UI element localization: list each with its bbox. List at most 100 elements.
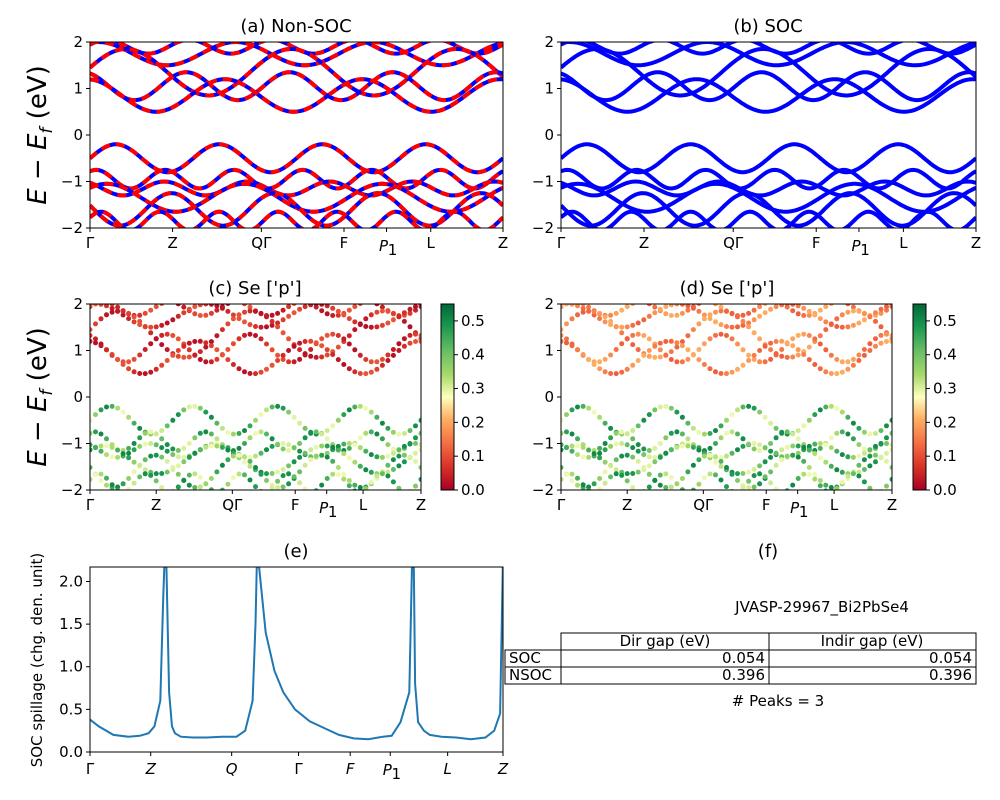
projection-point: [828, 435, 834, 441]
projection-point: [713, 309, 718, 315]
projection-point: [690, 305, 696, 311]
projection-point: [275, 358, 281, 363]
projection-point: [707, 445, 713, 451]
projection-point: [564, 340, 569, 346]
projection-point: [90, 304, 93, 308]
projection-point: [740, 485, 746, 490]
projection-point: [363, 324, 369, 329]
projection-point: [330, 458, 336, 464]
projection-point: [652, 459, 658, 465]
projection-point: [148, 324, 154, 330]
x-tick-label: Z: [416, 496, 426, 514]
projection-point: [346, 366, 352, 372]
projection-point: [297, 340, 303, 346]
projection-point: [192, 339, 198, 344]
projection-point: [718, 458, 724, 464]
projection-point: [850, 304, 856, 310]
x-tick-label: L: [830, 496, 839, 514]
projection-point: [635, 320, 641, 326]
projection-point: [142, 310, 148, 316]
y-tick-label: 2: [73, 295, 83, 313]
projection-point: [713, 428, 718, 434]
projection-point: [264, 341, 269, 347]
projection-point: [724, 465, 729, 470]
projection-point: [264, 324, 269, 330]
projection-point: [352, 459, 358, 465]
projection-point: [668, 313, 674, 318]
projection-point: [275, 352, 281, 358]
projection-point: [569, 316, 575, 322]
projection-point: [253, 417, 258, 423]
projection-point: [308, 338, 314, 344]
projection-point: [707, 471, 713, 477]
x-tick-label: P: [851, 237, 861, 255]
projection-point: [624, 471, 630, 477]
y-tick-label: 1: [544, 80, 554, 98]
projection-point: [828, 352, 834, 358]
projection-point: [324, 304, 330, 309]
projection-point: [401, 318, 407, 324]
projection-point: [153, 336, 159, 342]
projection-point: [768, 347, 774, 353]
projection-point: [324, 332, 330, 338]
projection-point: [98, 448, 104, 454]
projection-point: [801, 458, 807, 464]
projection-point: [884, 458, 889, 464]
projection-point: [779, 430, 785, 436]
projection-point: [635, 448, 641, 454]
projection-point: [561, 465, 564, 470]
projection-point: [674, 429, 680, 435]
projection-point: [696, 447, 702, 453]
projection-point: [878, 324, 884, 330]
projection-point: [746, 320, 752, 326]
projection-point: [126, 445, 132, 451]
projection-point: [175, 336, 181, 342]
projection-point: [374, 324, 380, 330]
projection-point: [619, 369, 625, 375]
projection-point: [561, 338, 564, 344]
projection-point: [878, 441, 884, 447]
projection-point: [784, 340, 790, 346]
projection-point: [735, 431, 740, 437]
projection-point: [718, 322, 724, 328]
projection-point: [230, 475, 236, 481]
projection-point: [264, 366, 269, 372]
projection-point: [225, 429, 231, 435]
colorbar-tick-label: 0.0: [461, 481, 485, 499]
projection-point: [247, 308, 253, 314]
projection-point: [806, 472, 812, 477]
projection-point: [308, 430, 314, 436]
header-indir-gap: Indir gap (eV): [821, 632, 924, 650]
projection-point: [878, 454, 884, 460]
projection-point: [635, 358, 641, 363]
projection-point: [729, 412, 735, 418]
projection-point: [746, 441, 752, 447]
projection-point: [713, 459, 718, 465]
projection-point: [269, 443, 275, 449]
projection-point: [701, 453, 707, 459]
projection-point: [109, 309, 115, 315]
projection-point: [613, 467, 619, 473]
projection-point: [768, 469, 774, 475]
projection-point: [790, 304, 796, 307]
projection-point: [746, 310, 752, 316]
projection-point: [718, 423, 724, 429]
y-tick-label: −1: [61, 173, 83, 191]
projection-point: [884, 450, 889, 456]
y-tick-label: 2: [544, 33, 554, 51]
projection-point: [685, 333, 691, 339]
projection-point: [186, 347, 192, 353]
projection-point: [346, 407, 352, 413]
projection-point: [608, 435, 614, 441]
projection-point: [850, 436, 856, 442]
projection-point: [713, 319, 718, 325]
projection-point: [564, 321, 569, 327]
y-tick-label: 1: [73, 342, 83, 360]
projection-point: [203, 304, 209, 307]
projection-point: [867, 314, 873, 320]
projection-point: [335, 357, 341, 363]
projection-point: [746, 324, 752, 330]
projection-point: [396, 348, 402, 353]
projection-point: [137, 312, 143, 318]
